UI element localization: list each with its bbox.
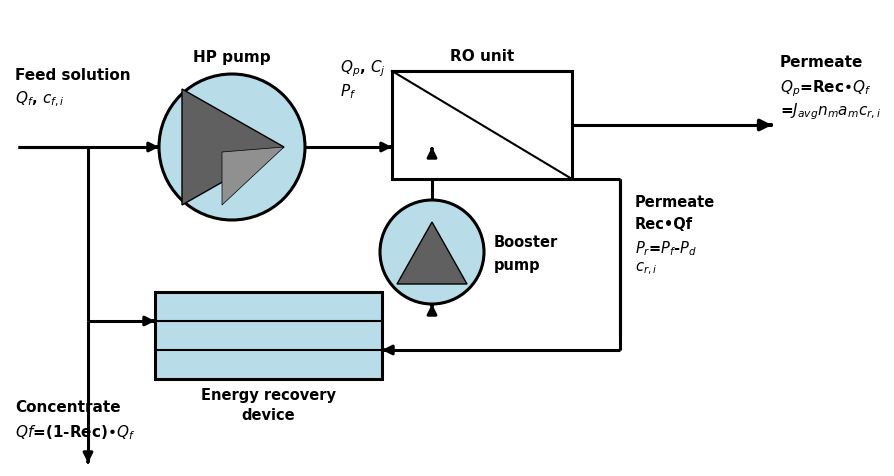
Text: $P_f$: $P_f$ (340, 82, 356, 100)
Polygon shape (397, 223, 467, 284)
Text: $Q_p$, $C_j$: $Q_p$, $C_j$ (340, 58, 385, 79)
Text: Permeate: Permeate (634, 195, 714, 209)
Text: Permeate: Permeate (780, 55, 863, 70)
Text: pump: pump (493, 258, 540, 272)
Text: Concentrate: Concentrate (15, 399, 121, 414)
Polygon shape (222, 148, 283, 206)
Text: $Q_p$=Rec•$Q_f$: $Q_p$=Rec•$Q_f$ (780, 78, 870, 99)
Polygon shape (392, 72, 571, 179)
Text: $Qf$=(1-Rec)•$Q_f$: $Qf$=(1-Rec)•$Q_f$ (15, 422, 135, 441)
Circle shape (159, 75, 305, 220)
Text: Feed solution: Feed solution (15, 68, 131, 83)
Circle shape (380, 200, 484, 304)
Text: RO unit: RO unit (450, 49, 513, 64)
Text: HP pump: HP pump (193, 50, 271, 65)
Text: Rec•Qf: Rec•Qf (634, 217, 692, 231)
Bar (155, 292, 382, 379)
Text: =$J_{avg}$$n_m$$a_m$$c_{r,i}$: =$J_{avg}$$n_m$$a_m$$c_{r,i}$ (780, 101, 881, 121)
Text: Booster: Booster (493, 235, 558, 249)
Text: $P_r$=$P_f$-$P_d$: $P_r$=$P_f$-$P_d$ (634, 238, 696, 257)
Text: Energy recovery: Energy recovery (201, 387, 335, 402)
Text: device: device (241, 407, 295, 422)
Text: $Q_f$, $c_{f,i}$: $Q_f$, $c_{f,i}$ (15, 90, 64, 109)
Polygon shape (181, 90, 283, 206)
Text: $c_{r,i}$: $c_{r,i}$ (634, 260, 656, 277)
